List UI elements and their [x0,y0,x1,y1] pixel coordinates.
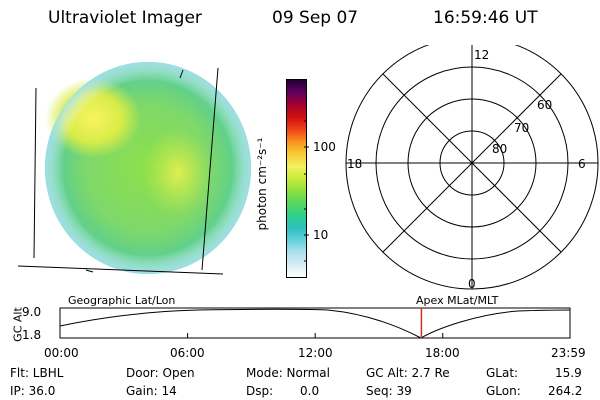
lon-line-right [201,67,219,271]
timeline-left-title: Geographic Lat/Lon [68,294,176,307]
lat-label-80: 80 [492,142,507,156]
date-label: 09 Sep 07 [272,8,359,28]
door-info: Door: Open [126,366,195,380]
timeline-tick-1200: 12:00 [298,346,333,360]
timeline-right-title: Apex MLat/MLT [416,294,499,307]
timeline-tick-1800: 18:00 [425,346,460,360]
lat-label-60: 60 [537,98,552,112]
dsp-value: 0.0 [300,384,320,398]
seq-info: Seq: 39 [366,384,412,398]
colorbar [286,79,307,278]
colorbar-ticks [304,120,309,262]
colorbar-tick-100: 100 [313,140,336,154]
timeline-y-tick-top: 9.0 [22,305,42,319]
colorbar-tick-10: 10 [313,228,329,242]
timeline-y-tick-bottom: 1.8 [22,328,42,342]
gc-alt-info: GC Alt: 2.7 Re [366,366,450,380]
timeline-tick-2359: 23:59 [551,346,586,360]
glon-info: GLon: [486,384,521,398]
glat-info: GLat: [486,366,519,380]
mode-info: Mode: Normal [246,366,330,380]
glat-value: 15.9 [555,366,582,380]
lon-line-left [33,87,37,259]
timeline-tick-0000: 00:00 [44,346,79,360]
mlt-label-18: 18 [347,157,362,171]
polar-plot: 12 18 6 0 60 70 80 [345,45,599,290]
colorbar-unit-label: photon cm⁻²s⁻¹ [255,137,269,231]
mlt-label-6: 6 [578,157,586,171]
timeline-tick-0600: 06:00 [170,346,205,360]
gain-info: Gain: 14 [126,384,177,398]
timeline-plot [59,307,571,339]
ip-info: IP: 36.0 [10,384,56,398]
uv-image-panel [18,62,251,275]
lat-line-bottom [18,265,224,275]
altitude-curve [59,308,571,339]
mlt-label-12: 12 [474,48,489,62]
filter-info: Flt: LBHL [10,366,64,380]
glon-value: 264.2 [548,384,583,398]
lat-label-70: 70 [514,121,529,135]
dsp-info: Dsp: [246,384,274,398]
instrument-title: Ultraviolet Imager [48,8,202,28]
time-label: 16:59:46 UT [433,8,538,28]
mlt-label-0: 0 [468,277,476,290]
